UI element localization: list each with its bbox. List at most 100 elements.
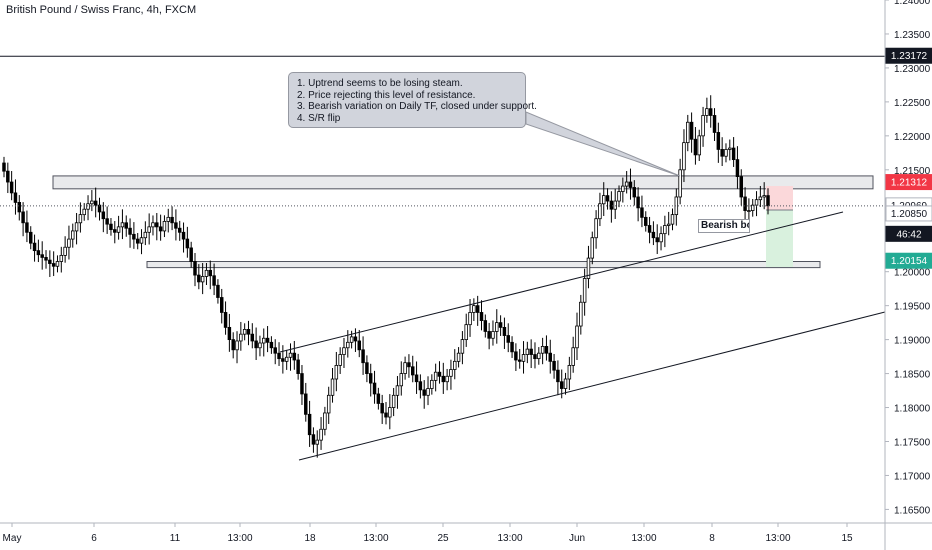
candle-body — [44, 257, 48, 261]
candle — [63, 236, 67, 263]
price-tag-label: 1.23172 — [891, 51, 928, 62]
candle-body — [563, 378, 568, 389]
candle — [686, 114, 690, 152]
candle-body — [697, 135, 701, 156]
candle — [250, 323, 255, 349]
price-tag: 1.20154 — [885, 252, 932, 269]
candle-body — [433, 371, 438, 381]
candle — [613, 188, 617, 219]
candle — [6, 162, 10, 194]
candle — [464, 313, 468, 347]
candle — [189, 241, 193, 268]
candle — [663, 215, 667, 248]
candle-body — [552, 360, 556, 371]
analysis-callout[interactable]: 1. Uptrend seems to be losing steam. 2. … — [288, 72, 537, 128]
candle-body — [743, 196, 747, 211]
candle-body — [724, 149, 728, 157]
candle — [411, 355, 415, 383]
candle — [644, 211, 648, 232]
candle-body — [269, 341, 274, 349]
candle-body — [334, 365, 339, 380]
candle — [44, 250, 48, 269]
candle-body — [357, 340, 361, 351]
candles-layer — [2, 95, 770, 458]
candle — [475, 295, 480, 326]
candle — [670, 208, 675, 231]
candle — [319, 417, 323, 450]
candle-body — [670, 214, 675, 225]
candle-body — [686, 121, 690, 144]
candle — [521, 341, 526, 374]
candle — [384, 401, 388, 425]
candle — [445, 368, 449, 391]
candle — [273, 339, 277, 365]
candle-body — [262, 337, 266, 344]
candle-body — [487, 331, 491, 339]
candle-body — [21, 211, 25, 224]
bearish-box-label[interactable]: Bearish box — [698, 219, 750, 233]
candle — [288, 343, 293, 371]
candle-body — [647, 225, 652, 233]
candle — [418, 374, 423, 399]
candle — [143, 221, 148, 246]
candle — [517, 348, 522, 369]
candle-body — [67, 238, 71, 248]
candle-body — [399, 373, 404, 387]
candle — [338, 347, 342, 374]
candle — [258, 335, 262, 357]
candle-body — [472, 305, 476, 313]
candle — [55, 255, 60, 273]
candle — [609, 191, 614, 223]
candle — [655, 224, 659, 255]
candle — [151, 215, 155, 236]
candle — [624, 171, 629, 194]
candle — [208, 260, 213, 290]
candle — [185, 226, 190, 258]
candle — [407, 354, 411, 378]
candle — [361, 336, 365, 375]
candle-body — [395, 385, 400, 396]
candle-body — [124, 222, 128, 229]
candle — [40, 241, 44, 270]
candle-body — [132, 233, 136, 240]
candle — [636, 187, 640, 222]
candle — [414, 361, 419, 394]
price-tag: 46:42 — [885, 225, 932, 242]
candle-body — [407, 362, 411, 368]
price-tag-bg — [885, 205, 932, 222]
candle — [456, 347, 461, 368]
candle-body — [78, 214, 83, 224]
candle-body — [25, 222, 29, 233]
candle-body — [540, 346, 545, 354]
candle-body — [147, 226, 151, 233]
candle — [365, 355, 369, 383]
candle — [296, 353, 300, 380]
candle — [109, 218, 113, 236]
candle — [311, 427, 316, 453]
x-tick-label: 25 — [437, 533, 449, 544]
candle-body — [349, 336, 354, 343]
candle-body — [495, 322, 499, 332]
candle-body — [174, 222, 178, 229]
candle — [78, 202, 83, 233]
price-tag-label: 1.21312 — [891, 178, 928, 189]
candle-body — [13, 192, 18, 203]
candle — [380, 394, 384, 424]
candle-body — [449, 369, 453, 377]
upper-trendline — [279, 211, 844, 353]
candle-body — [197, 274, 201, 283]
candle-body — [177, 227, 182, 233]
candle-body — [613, 200, 617, 210]
candle — [2, 156, 6, 178]
candle-body — [242, 329, 247, 335]
candle — [762, 182, 766, 210]
candle-body — [162, 221, 167, 232]
candle-body — [93, 200, 98, 206]
candle — [174, 209, 178, 241]
candle-body — [403, 362, 407, 374]
candle — [36, 239, 41, 263]
candle-body — [307, 413, 312, 436]
candle-body — [155, 222, 159, 228]
